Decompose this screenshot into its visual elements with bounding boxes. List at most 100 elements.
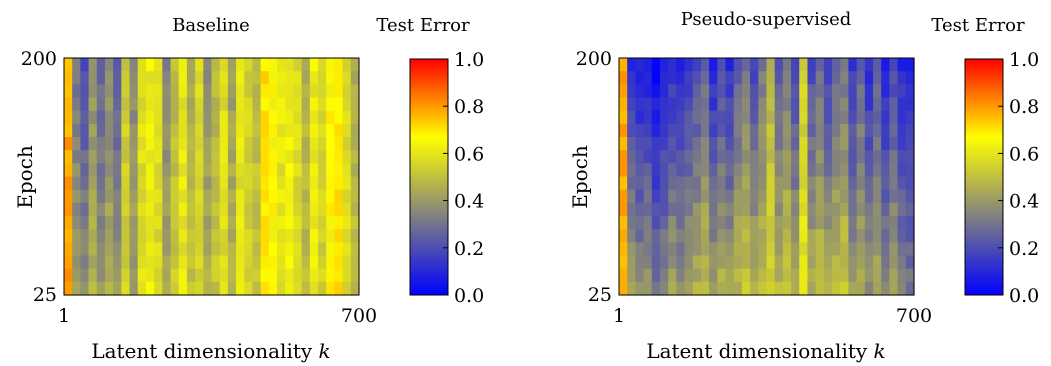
heatmap-cell [905, 268, 915, 283]
heatmap-cell [186, 58, 196, 72]
heatmap-cell [700, 150, 710, 164]
heatmap-cell [758, 202, 768, 217]
heatmap-cell [782, 229, 792, 243]
heatmap-cell [807, 242, 817, 257]
heatmap-cell [162, 189, 172, 204]
heatmap-cell [881, 123, 891, 138]
heatmap-cell [733, 229, 743, 243]
heatmap-cell [80, 242, 90, 257]
heatmap-cell [203, 189, 213, 204]
heatmap-cell [178, 123, 188, 138]
heatmap-cell [104, 268, 114, 283]
heatmap-cell [774, 281, 784, 296]
heatmap-cell [741, 216, 751, 230]
heatmap-cell [848, 216, 858, 230]
heatmap-cell [350, 176, 360, 191]
heatmap-cell [864, 281, 874, 296]
heatmap-cell [668, 176, 677, 191]
heatmap-cell [195, 255, 204, 270]
heatmap-cell [643, 176, 653, 191]
heatmap-cell [741, 150, 751, 164]
heatmap-cell [88, 202, 98, 217]
heatmap-cell [129, 281, 139, 296]
heatmap-cell [342, 216, 352, 230]
heatmap-cell [334, 58, 344, 72]
heatmap-cell [659, 216, 669, 230]
heatmap-cell [766, 189, 776, 204]
heatmap-cell [799, 150, 809, 164]
heatmap-cell [684, 255, 694, 270]
heatmap-cell [840, 71, 850, 85]
heatmap-cell [154, 97, 163, 112]
heatmap-cell [268, 255, 278, 270]
heatmap-cell [318, 281, 327, 296]
heatmap-cell [684, 163, 694, 178]
heatmap-cell [651, 163, 661, 178]
heatmap-cell [72, 84, 81, 99]
heatmap-cell [741, 123, 751, 138]
heatmap-cell [350, 97, 360, 112]
heatmap-cell [832, 216, 841, 230]
heatmap-cell [668, 97, 677, 112]
heatmap-cell [889, 202, 899, 217]
heatmap-cell [799, 97, 809, 112]
heatmap-cell [774, 229, 784, 243]
heatmap-cell [619, 176, 628, 191]
heatmap-cell [782, 137, 792, 151]
heatmap-cell [154, 110, 163, 125]
heatmap-cell [121, 255, 131, 270]
x-tick-label: 700 [896, 305, 932, 327]
heatmap-cell [260, 71, 270, 85]
heatmap-cell [80, 150, 90, 164]
heatmap-cell [651, 137, 661, 151]
heatmap-cell [832, 281, 841, 296]
heatmap-cell [268, 242, 278, 257]
heatmap-cell [309, 163, 319, 178]
heatmap-cell [104, 84, 114, 99]
heatmap-cell [260, 189, 270, 204]
heatmap-cell [252, 281, 262, 296]
heatmap-cell [815, 110, 825, 125]
heatmap-cell [905, 110, 915, 125]
heatmap-cell [725, 216, 735, 230]
heatmap-cell [293, 229, 303, 243]
heatmap-cell [285, 97, 295, 112]
heatmap-cell [72, 229, 81, 243]
heatmap-cell [186, 176, 196, 191]
heatmap-cells [64, 58, 360, 296]
heatmap-cell [782, 58, 792, 72]
heatmap-cell [309, 71, 319, 85]
heatmap-cell [676, 202, 686, 217]
heatmap-cell [219, 97, 229, 112]
heatmap-cell [80, 58, 90, 72]
heatmap-cell [219, 110, 229, 125]
heatmap-cell [692, 255, 702, 270]
heatmap-cell [741, 189, 751, 204]
heatmap-cell [717, 110, 727, 125]
heatmap-cell [72, 123, 81, 138]
heatmap-cell [137, 216, 147, 230]
heatmap-cell [856, 71, 866, 85]
heatmap-cell [350, 268, 360, 283]
heatmap-cell [203, 150, 213, 164]
heatmap-cell [244, 176, 254, 191]
heatmap-cell [301, 229, 311, 243]
heatmap-cell [692, 71, 702, 85]
heatmap-cell [659, 242, 669, 257]
heatmap-cell [643, 229, 653, 243]
heatmap-cell [145, 255, 155, 270]
heatmap-cell [627, 123, 636, 138]
heatmap-cell [651, 84, 661, 99]
heatmap-cell [277, 97, 286, 112]
heatmap-cell [301, 216, 311, 230]
heatmap-cell [170, 163, 180, 178]
heatmap-cell [121, 137, 131, 151]
heatmap-cell [301, 97, 311, 112]
heatmap-cell [203, 84, 213, 99]
heatmap-cell [268, 84, 278, 99]
heatmap-cell [873, 110, 882, 125]
heatmap-cell [326, 255, 336, 270]
heatmap-cell [96, 58, 106, 72]
heatmap-cell [170, 84, 180, 99]
heatmap-cell [758, 84, 768, 99]
